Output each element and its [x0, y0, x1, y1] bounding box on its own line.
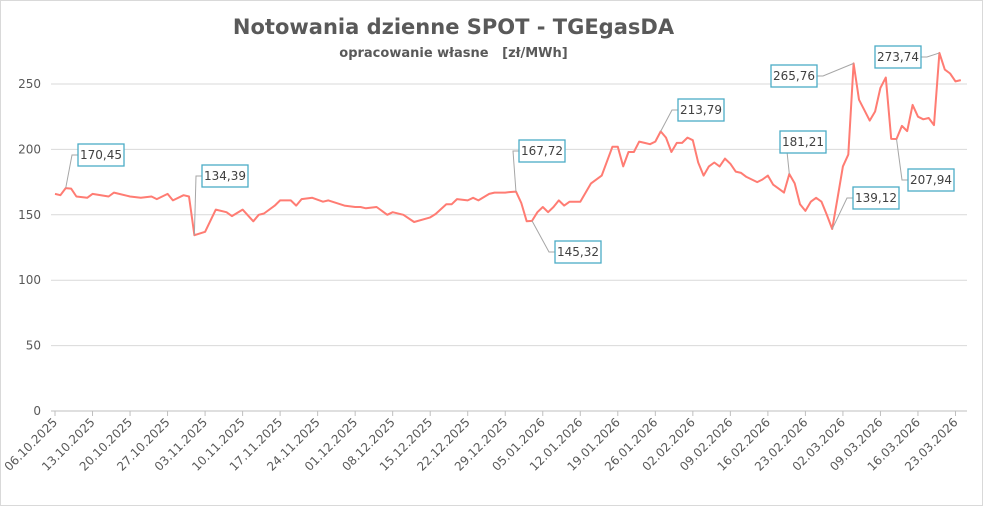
callout-box: [77, 143, 125, 167]
callout-leader-line: [531, 220, 555, 253]
y-tick-label: 0: [33, 404, 41, 418]
y-tick-label: 100: [18, 273, 41, 287]
callout-box: [554, 240, 602, 264]
callout-leader-line: [831, 197, 853, 230]
callout-leader-line: [512, 150, 519, 192]
callout-leader-line: [193, 175, 202, 236]
y-tick-label: 200: [18, 142, 41, 156]
callout-label: 139,12: [855, 191, 897, 205]
callout-box: [770, 64, 818, 88]
callout-leader-line: [65, 154, 78, 189]
callout-label: 273,74: [877, 50, 919, 64]
callout-label: 265,76: [773, 69, 815, 83]
callout-box: [852, 186, 900, 210]
callout-leader-line: [817, 62, 854, 77]
callout-box: [201, 164, 249, 188]
price-series-line: [54, 51, 962, 237]
y-tick-label: 250: [18, 77, 41, 91]
callout-label: 170,45: [80, 148, 122, 162]
callout-box: [874, 45, 922, 69]
chart-title: Notowania dzienne SPOT - TGEgasDA: [232, 15, 675, 39]
callout-label: 167,72: [521, 144, 563, 158]
callout-leader-line: [660, 109, 678, 132]
callout-label: 134,39: [204, 169, 246, 183]
callout-box: [677, 98, 725, 122]
callout-leader-line: [921, 52, 940, 58]
callout-box: [518, 139, 566, 163]
callout-label: 207,94: [910, 173, 952, 187]
callout-box: [779, 130, 827, 154]
callout-leader-line: [896, 138, 908, 181]
callout-box: [907, 168, 955, 192]
y-tick-label: 150: [18, 208, 41, 222]
y-tick-label: 50: [26, 339, 41, 353]
callout-label: 145,32: [557, 245, 599, 259]
callout-label: 181,21: [782, 135, 824, 149]
chart-subtitle: opracowanie własne [zł/MWh]: [339, 46, 568, 61]
callout-label: 213,79: [680, 103, 722, 117]
